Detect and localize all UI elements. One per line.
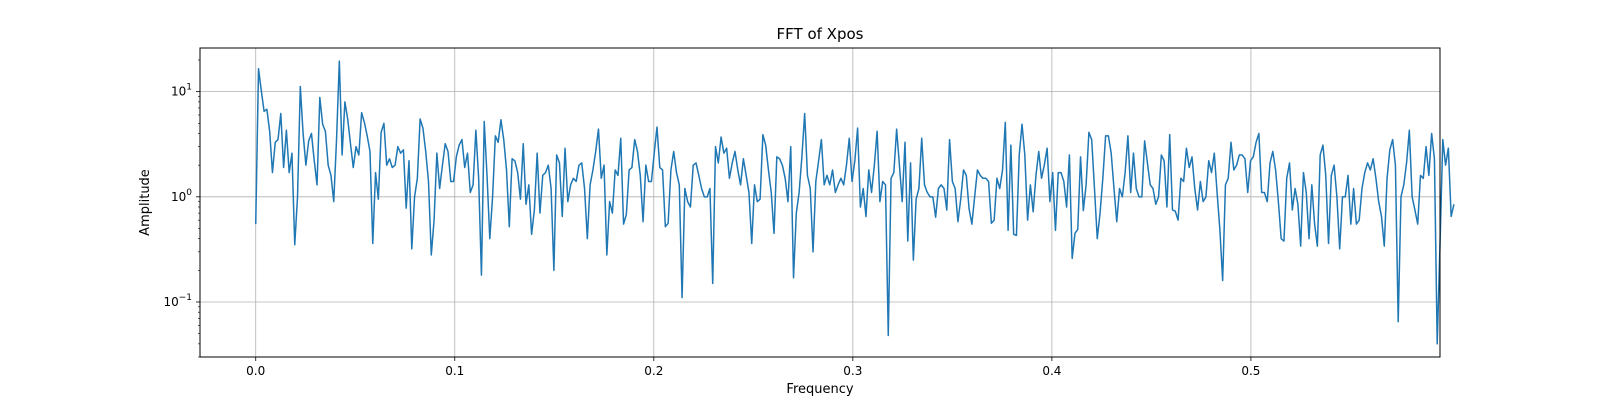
chart-title: FFT of Xpos [777, 25, 864, 43]
x-tick-label: 0.4 [1042, 364, 1061, 378]
x-tick-label: 0.5 [1241, 364, 1260, 378]
y-tick-exponent: 0 [186, 188, 192, 198]
x-tick-label: 0.3 [843, 364, 862, 378]
y-tick-exponent: −1 [179, 293, 192, 303]
x-tick-label: 0.2 [644, 364, 663, 378]
series-line-group [254, 60, 1455, 345]
y-tick-label: 101 [171, 83, 192, 99]
grid-lines [200, 48, 1440, 357]
y-tick-label: 100 [171, 188, 192, 204]
x-tick-label: 0.1 [445, 364, 464, 378]
y-axis-label: Amplitude [138, 169, 153, 236]
series-line [254, 60, 1455, 345]
y-tick-exponent: 1 [186, 83, 192, 93]
x-axis-ticks: 0.0 0.1 0.2 0.3 0.4 0.5 [246, 357, 1260, 378]
y-tick-base: 10 [171, 85, 186, 99]
x-axis-label: Frequency [786, 382, 853, 397]
y-tick-label: 10−1 [163, 293, 192, 309]
y-tick-base: 10 [163, 295, 178, 309]
plot-frame [199, 47, 1441, 358]
x-tick-label: 0.0 [246, 364, 265, 378]
y-tick-base: 10 [171, 190, 186, 204]
